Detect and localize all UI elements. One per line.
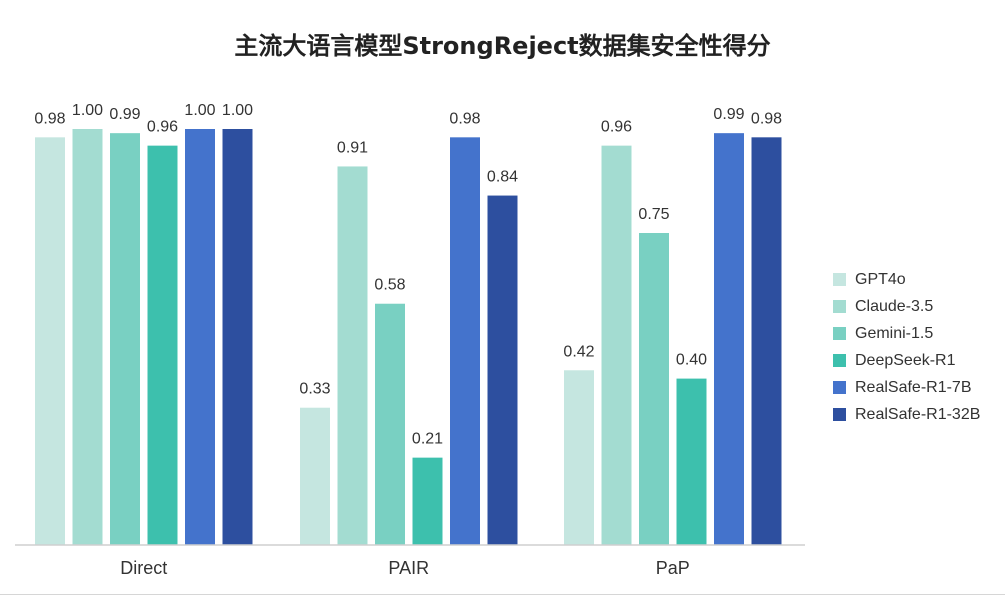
legend-swatch <box>833 381 846 394</box>
legend-item: DeepSeek-R1 <box>833 347 980 374</box>
x-tick-label: Direct <box>120 558 167 578</box>
bar-direct-deepseek-r1 <box>147 145 178 545</box>
data-label: 0.99 <box>713 106 744 123</box>
data-label: 0.42 <box>563 343 594 360</box>
data-label: 0.98 <box>34 110 65 127</box>
x-tick-label: PaP <box>656 558 690 578</box>
legend-swatch <box>833 408 846 421</box>
bar-pap-gemini-1.5 <box>639 233 669 545</box>
legend-label: RealSafe-R1-7B <box>855 378 972 396</box>
legend-label: GPT4o <box>855 270 906 288</box>
bar-pair-claude-3.5 <box>337 166 368 545</box>
bar-pair-deepseek-r1 <box>412 457 443 545</box>
data-label: 1.00 <box>72 102 103 119</box>
data-label: 1.00 <box>184 102 215 119</box>
legend-item: RealSafe-R1-7B <box>833 374 980 401</box>
legend-label: RealSafe-R1-32B <box>855 405 981 423</box>
data-label: 0.40 <box>676 352 707 369</box>
bar-direct-gemini-1.5 <box>110 133 140 545</box>
legend-item: Claude-3.5 <box>833 293 980 320</box>
bar-pap-realsafe-r1-32b <box>751 137 782 545</box>
legend-label: Claude-3.5 <box>855 297 934 315</box>
data-label: 0.58 <box>374 277 405 294</box>
data-label: 0.96 <box>601 119 632 136</box>
data-label: 0.21 <box>412 431 443 448</box>
chart-title: 主流大语言模型StrongReject数据集安全性得分 <box>234 32 771 60</box>
bar-pair-gpt4o <box>300 407 330 545</box>
bar-pap-realsafe-r1-7b <box>714 133 744 545</box>
legend-swatch <box>833 327 846 340</box>
legend-label: DeepSeek-R1 <box>855 351 956 369</box>
bar-pair-gemini-1.5 <box>375 303 405 545</box>
bar-pair-realsafe-r1-7b <box>450 137 480 545</box>
data-label: 0.91 <box>337 139 368 156</box>
bars-layer <box>35 129 782 545</box>
data-label: 0.75 <box>638 206 669 223</box>
data-label: 0.98 <box>449 110 480 127</box>
data-label: 0.98 <box>751 110 782 127</box>
labels-layer: 0.98 1.00 0.99 0.96 1.00 1.00 Direct 0.33 0.91 0.… <box>34 102 782 578</box>
bar-pap-gpt4o <box>564 370 594 545</box>
bar-direct-realsafe-r1-32b <box>222 129 253 545</box>
legend-item: GPT4o <box>833 266 980 293</box>
x-tick-label: PAIR <box>388 558 429 578</box>
data-label: 0.84 <box>487 169 518 186</box>
data-label: 0.99 <box>109 106 140 123</box>
bar-direct-claude-3.5 <box>72 129 103 545</box>
bar-pap-deepseek-r1 <box>676 378 707 545</box>
data-label: 0.33 <box>299 381 330 398</box>
legend-swatch <box>833 273 846 286</box>
legend-item: RealSafe-R1-32B <box>833 401 980 428</box>
legend-item: Gemini-1.5 <box>833 320 980 347</box>
data-label: 1.00 <box>222 102 253 119</box>
bar-direct-realsafe-r1-7b <box>185 129 215 545</box>
legend-label: Gemini-1.5 <box>855 324 934 342</box>
legend-swatch <box>833 300 846 313</box>
bottom-divider <box>0 594 1005 595</box>
bar-pair-realsafe-r1-32b <box>487 195 518 545</box>
bar-pap-claude-3.5 <box>601 145 632 545</box>
legend: GPT4o Claude-3.5 Gemini-1.5 DeepSeek-R1 Real… <box>833 266 980 428</box>
data-label: 0.96 <box>147 119 178 136</box>
legend-swatch <box>833 354 846 367</box>
bar-direct-gpt4o <box>35 137 65 545</box>
